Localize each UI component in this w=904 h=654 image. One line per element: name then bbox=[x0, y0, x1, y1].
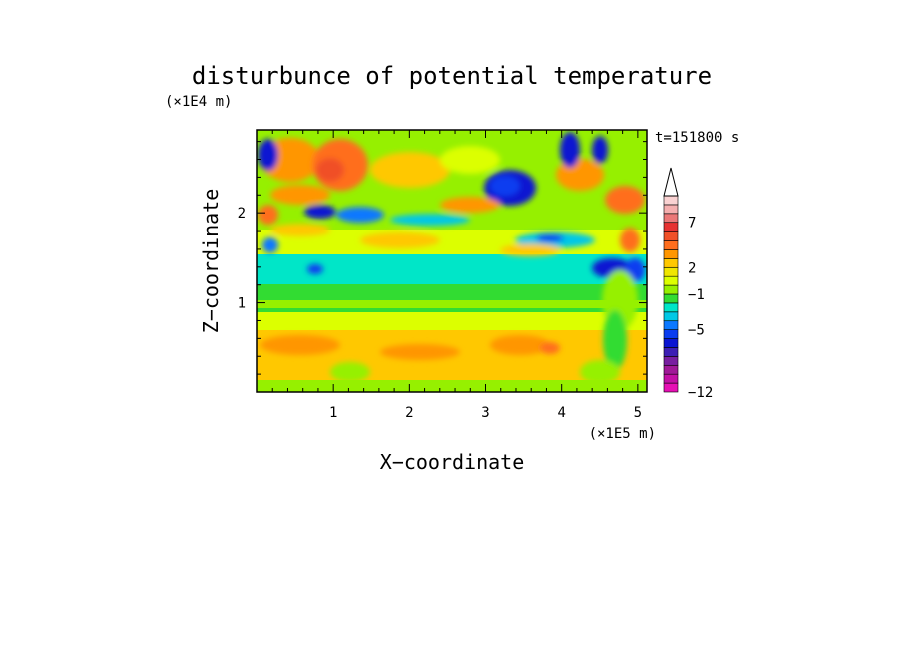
colorbar-segment bbox=[663, 249, 679, 259]
colorbar-segment bbox=[663, 356, 679, 366]
colorbar-segment bbox=[663, 311, 679, 322]
heatmap-field bbox=[257, 130, 647, 392]
colorbar-segment bbox=[663, 275, 679, 286]
colorbar-segment bbox=[663, 213, 679, 224]
colorbar-segment bbox=[663, 204, 679, 215]
y-tick-label: 1 bbox=[238, 296, 246, 312]
plot-frame bbox=[256, 129, 648, 393]
colorbar-segment bbox=[663, 338, 679, 348]
colorbar-tick-label: 7 bbox=[688, 216, 696, 232]
colorbar-segment bbox=[663, 320, 679, 330]
y-axis: 12 bbox=[238, 141, 647, 375]
x-tick-label: 5 bbox=[634, 405, 642, 421]
y-axis-title: Z−coordinate bbox=[199, 189, 223, 334]
colorbar-segment bbox=[663, 258, 679, 268]
colorbar-segment bbox=[663, 240, 679, 250]
x-unit-label: (×1E5 m) bbox=[589, 426, 656, 442]
x-tick-label: 4 bbox=[557, 405, 565, 421]
colorbar-segment bbox=[663, 284, 679, 295]
x-tick-label: 1 bbox=[329, 405, 337, 421]
colorbar-labels: −12−5−127 bbox=[688, 216, 713, 401]
x-tick-label: 3 bbox=[481, 405, 489, 421]
colorbar-tick-label: −5 bbox=[688, 323, 705, 339]
x-tick-label: 2 bbox=[405, 405, 413, 421]
colorbar-segment bbox=[663, 231, 679, 241]
x-axis-title: X−coordinate bbox=[380, 450, 525, 474]
colorbar-segment bbox=[663, 347, 679, 357]
colorbar-tick-label: −1 bbox=[688, 287, 705, 303]
colorbar-segment bbox=[663, 373, 679, 384]
colorbar-segment bbox=[663, 364, 679, 375]
colorbar bbox=[663, 167, 679, 393]
colorbar-segment bbox=[663, 293, 679, 304]
colorbar-segment bbox=[663, 195, 679, 206]
chart-title: disturbunce of potential temperature bbox=[192, 62, 712, 90]
x-axis: 1 2 3 4 5 bbox=[271, 130, 642, 421]
time-label: t=151800 s bbox=[655, 130, 739, 146]
colorbar-segment bbox=[663, 329, 679, 339]
colorbar-segment bbox=[663, 302, 679, 313]
colorbar-segment bbox=[663, 266, 679, 277]
colorbar-extend-arrow bbox=[663, 167, 679, 197]
colorbar-segment bbox=[663, 382, 679, 393]
colorbar-tick-label: 2 bbox=[688, 260, 696, 276]
colorbar-tick-label: −12 bbox=[688, 385, 713, 401]
y-tick-label: 2 bbox=[238, 206, 246, 222]
y-unit-label: (×1E4 m) bbox=[165, 94, 232, 110]
colorbar-segment bbox=[663, 222, 679, 232]
